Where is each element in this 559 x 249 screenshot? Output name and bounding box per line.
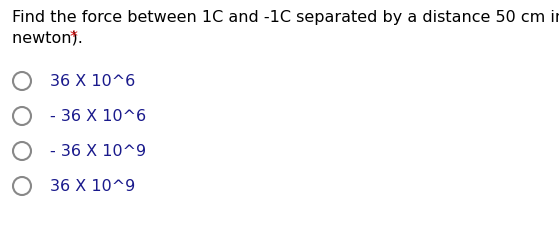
Text: newton).: newton). [12,30,88,45]
Text: - 36 X 10^9: - 36 X 10^9 [50,143,146,159]
Text: - 36 X 10^6: - 36 X 10^6 [50,109,146,124]
Text: *: * [70,30,78,45]
Text: Find the force between 1C and -1C separated by a distance 50 cm in air (in: Find the force between 1C and -1C separa… [12,10,559,25]
Text: 36 X 10^6: 36 X 10^6 [50,73,135,88]
Text: 36 X 10^9: 36 X 10^9 [50,179,135,193]
